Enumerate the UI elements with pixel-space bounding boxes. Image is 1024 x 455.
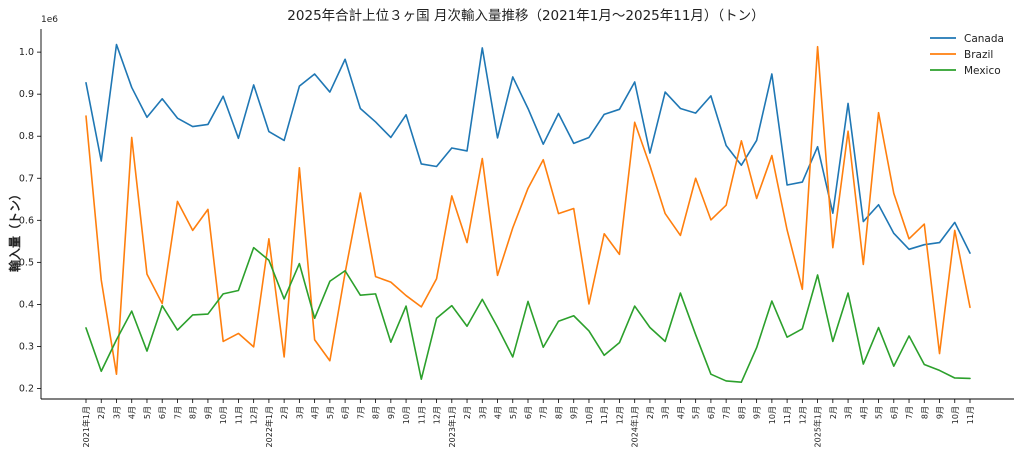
y-axis-label: 輸入量（トン） [7, 188, 22, 272]
series-line-mexico [85, 246, 971, 383]
y-tick-label: 0.3 [19, 341, 34, 352]
x-tick-label: 12月 [250, 406, 259, 424]
x-tick-label: 2月 [280, 406, 289, 419]
x-tick-label: 3月 [661, 406, 670, 419]
x-tick-label: 7月 [539, 406, 548, 419]
x-tick-label: 7月 [905, 406, 914, 419]
x-tick-label: 5月 [509, 406, 518, 419]
chart-title: 2025年合計上位３ヶ国 月次輸入量推移（2021年1月〜2025年11月）（ト… [287, 8, 764, 24]
x-tick-label: 11月 [417, 406, 426, 424]
x-tick-label: 5月 [875, 406, 884, 419]
x-tick-label: 9月 [204, 406, 213, 419]
x-tick-label: 6月 [341, 406, 350, 419]
x-tick-label: 2023年1月 [447, 406, 457, 447]
legend-label-brazil: Brazil [964, 49, 993, 61]
x-tick-label: 7月 [173, 406, 182, 419]
y-tick-label: 0.7 [19, 173, 34, 184]
x-tick-label: 8月 [920, 406, 929, 419]
x-tick-label: 6月 [158, 406, 167, 419]
axes [40, 29, 1014, 400]
series-line-canada [85, 43, 971, 254]
x-tick-label: 6月 [707, 406, 716, 419]
x-tick-label: 3月 [478, 406, 487, 419]
x-tick-label: 7月 [722, 406, 731, 419]
x-tick-label: 4月 [128, 406, 137, 419]
x-tick-label: 10月 [951, 406, 960, 424]
x-tick-label: 9月 [387, 406, 396, 419]
x-tick-label: 4月 [311, 406, 320, 419]
x-tick-label: 3月 [112, 406, 121, 419]
y-axis-ticks: 0.2 0.3 0.4 0.5 0.6 0.7 0.8 0.9 1.0 [19, 47, 41, 394]
x-tick-label: 9月 [570, 406, 579, 419]
x-tick-label: 6月 [524, 406, 533, 419]
x-tick-label: 8月 [737, 406, 746, 419]
x-tick-label: 2025年1月 [813, 406, 823, 447]
x-tick-label: 9月 [936, 406, 945, 419]
x-tick-label: 2021年1月 [81, 406, 91, 447]
x-tick-label: 12月 [615, 406, 624, 424]
x-tick-label: 11月 [966, 406, 975, 424]
x-tick-label: 4月 [859, 406, 868, 419]
legend: Canada Brazil Mexico [930, 33, 1004, 77]
x-tick-label: 6月 [890, 406, 899, 419]
y-tick-label: 0.2 [19, 383, 34, 394]
y-tick-label: 0.6 [19, 215, 34, 226]
y-tick-label: 0.4 [19, 299, 34, 310]
y-tick-label: 0.9 [19, 89, 34, 100]
x-tick-label: 8月 [189, 406, 198, 419]
x-tick-label: 5月 [143, 406, 152, 419]
x-tick-label: 8月 [372, 406, 381, 419]
x-tick-label: 12月 [798, 406, 807, 424]
x-tick-label: 10月 [402, 406, 411, 424]
y-scale-label: 1e6 [41, 15, 58, 25]
x-tick-label: 8月 [554, 406, 563, 419]
legend-label-mexico: Mexico [964, 65, 1001, 77]
x-tick-label: 3月 [295, 406, 304, 419]
x-tick-label: 2月 [646, 406, 655, 419]
y-tick-label: 1.0 [19, 47, 34, 58]
x-tick-label: 9月 [753, 406, 762, 419]
x-tick-label: 2024年1月 [630, 406, 640, 447]
series-lines [85, 43, 971, 383]
series-line-brazil [85, 45, 971, 375]
x-tick-label: 4月 [494, 406, 503, 419]
x-tick-label: 2月 [97, 406, 106, 419]
x-tick-label: 11月 [783, 406, 792, 424]
x-tick-label: 2022年1月 [264, 406, 274, 447]
legend-label-canada: Canada [964, 33, 1004, 45]
y-tick-label: 0.8 [19, 131, 34, 142]
x-tick-label: 2月 [829, 406, 838, 419]
x-tick-label: 11月 [600, 406, 609, 424]
x-tick-label: 4月 [676, 406, 685, 419]
x-tick-label: 11月 [234, 406, 243, 424]
x-tick-label: 7月 [356, 406, 365, 419]
y-tick-label: 0.5 [19, 257, 34, 268]
x-tick-label: 5月 [692, 406, 701, 419]
x-tick-label: 5月 [326, 406, 335, 419]
x-axis-ticks: 2021年1月 2月 3月 4月 5月 6月 7月 8月 9月 10月 11月 12月 2022年1月 2… [81, 399, 975, 447]
x-tick-label: 12月 [433, 406, 442, 424]
x-tick-label: 2月 [463, 406, 472, 419]
x-tick-label: 3月 [844, 406, 853, 419]
x-tick-label: 10月 [219, 406, 228, 424]
x-tick-label: 10月 [768, 406, 777, 424]
x-tick-label: 10月 [585, 406, 594, 424]
